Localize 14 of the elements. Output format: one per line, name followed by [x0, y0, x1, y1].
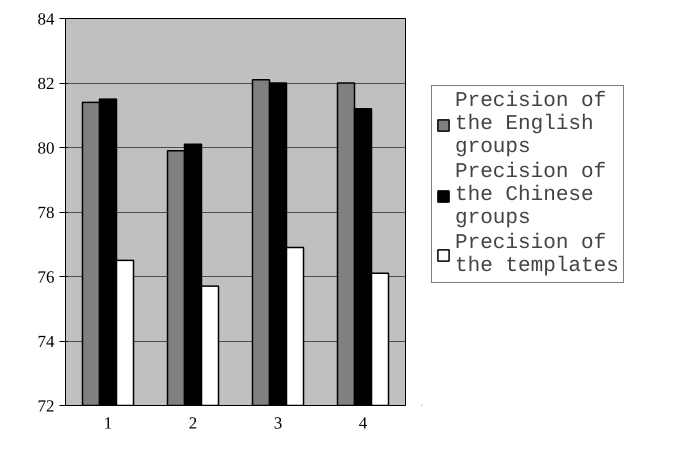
x-tick-label: 2 [188, 414, 198, 432]
y-tick-label: 84 [38, 10, 55, 28]
legend-label: Precision of the Chinese groups [455, 161, 606, 230]
y-tick-label: 72 [38, 396, 54, 416]
x-tick-label: 3 [274, 414, 282, 432]
legend-label: Precision of the templates [455, 232, 619, 278]
y-tick-label: 82 [38, 74, 54, 93]
legend-label: Precision of the English groups [455, 90, 606, 159]
y-tick-label: 80 [38, 138, 54, 158]
y-tick-label: 76 [38, 268, 54, 286]
x-tick-label: 1 [104, 414, 112, 432]
y-tick-label: 74 [38, 332, 55, 351]
x-tick-label: 4 [358, 414, 368, 432]
y-tick-label: 78 [38, 203, 54, 222]
